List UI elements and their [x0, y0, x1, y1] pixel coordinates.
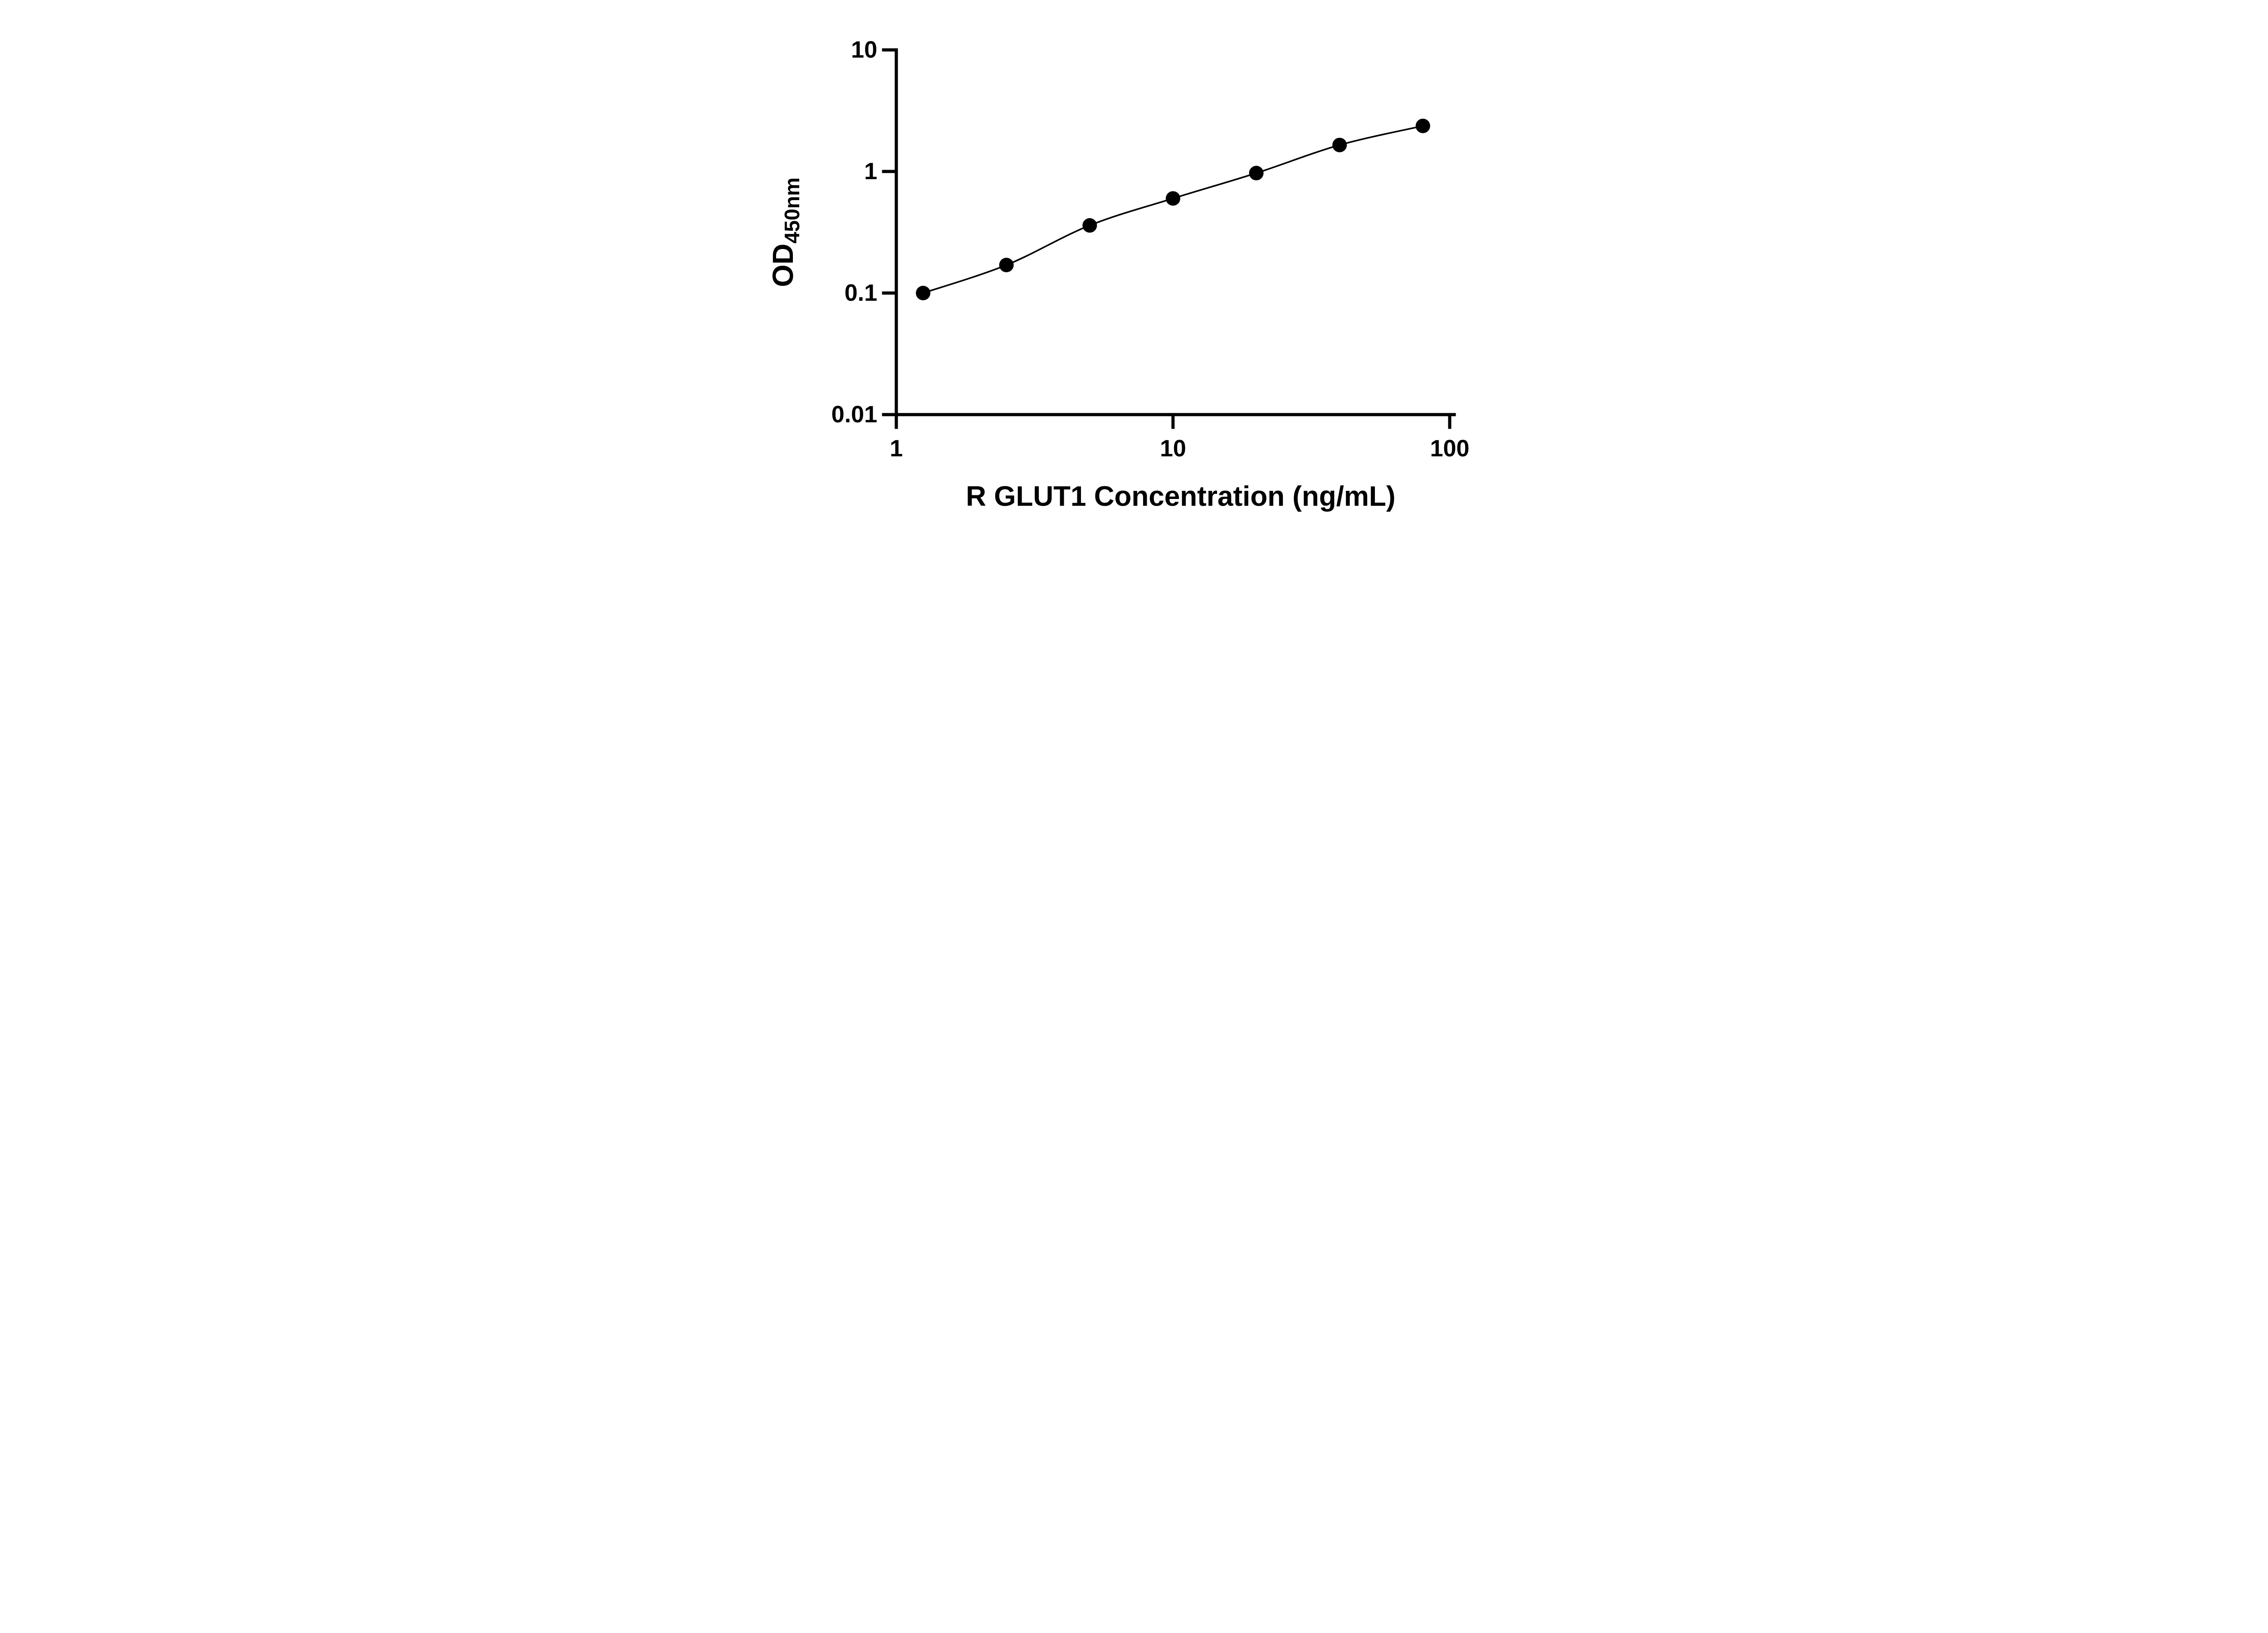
- standard-curve-figure: 1 10 100 0.01 0.1 1 10 OD450nm R GLUT1 Concent…: [745, 0, 1523, 544]
- standard-curve-chart: 1 10 100 0.01 0.1 1 10 OD450nm R GLUT1 Concent…: [745, 0, 1523, 544]
- data-point: [1415, 118, 1430, 133]
- plot-area: 1 10 100 0.01 0.1 1 10: [831, 37, 1470, 462]
- x-axis-label: R GLUT1 Concentration (ng/mL): [966, 481, 1395, 512]
- x-tick-label: 100: [1430, 435, 1470, 462]
- x-tick-label: 10: [1160, 435, 1186, 462]
- y-tick-label: 1: [864, 158, 877, 185]
- data-point: [1166, 191, 1180, 206]
- x-tick-label: 1: [890, 435, 903, 462]
- y-tick-label: 0.1: [845, 280, 877, 306]
- data-point: [1249, 166, 1264, 181]
- data-point: [1082, 218, 1097, 233]
- data-point: [999, 258, 1014, 273]
- data-point: [1332, 137, 1347, 152]
- y-axis-label-main: OD: [767, 244, 799, 287]
- y-tick-label: 10: [851, 37, 877, 63]
- curve-line: [923, 125, 1423, 294]
- y-axis-label: OD450nm: [767, 177, 804, 287]
- y-axis-label-subscript: 450nm: [780, 177, 804, 244]
- y-tick-label: 0.01: [831, 401, 877, 428]
- data-point: [916, 286, 931, 300]
